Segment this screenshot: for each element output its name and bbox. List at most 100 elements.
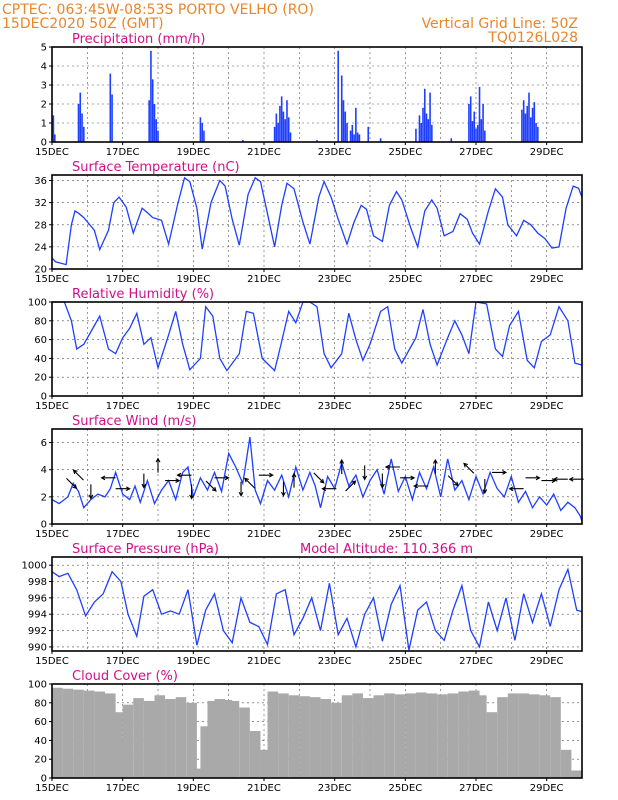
- x-tick-label: 15DEC: [35, 147, 69, 158]
- precip-bar: [344, 111, 347, 142]
- y-tick-label: 20: [34, 755, 47, 766]
- cloud-bar: [122, 704, 134, 778]
- x-tick-label: 17DEC: [106, 274, 140, 285]
- panel-cloud: Cloud Cover (%) 0 20 40 60 80 100 15DEC 17DEC 19D…: [28, 669, 583, 794]
- panel-humidity: Relative Humidity (%) 0 20 40 60 80 100 15DEC 17…: [28, 287, 583, 412]
- x-tick-label: 17DEC: [106, 147, 140, 158]
- cloud-bar: [384, 693, 395, 778]
- precip-bar: [429, 92, 431, 142]
- precip-bar: [242, 140, 244, 142]
- cloud-bar: [415, 692, 427, 778]
- cloud-bar: [207, 700, 219, 778]
- precip-bar: [423, 88, 426, 142]
- x-tick-label: 21DEC: [247, 274, 281, 285]
- x-tick-label: 29DEC: [530, 656, 564, 667]
- cloud-bar: [550, 697, 561, 778]
- wind-arrow: [508, 486, 524, 492]
- x-tick-label: 25DEC: [388, 529, 422, 540]
- cloud-bar: [539, 695, 551, 778]
- x-tick-label: 25DEC: [388, 656, 422, 667]
- x-tick-label: 17DEC: [106, 401, 140, 412]
- x-tick-label: 27DEC: [459, 401, 493, 412]
- y-tick-label: 20: [34, 265, 47, 276]
- series-line: [51, 176, 583, 266]
- x-tick-label: 19DEC: [176, 529, 210, 540]
- cloud-bar: [518, 693, 529, 778]
- x-tick-label: 27DEC: [459, 147, 493, 158]
- precip-bar: [199, 117, 202, 142]
- cloud-bar: [447, 693, 459, 778]
- cloud-bar: [373, 695, 385, 778]
- precip-bar: [478, 86, 481, 142]
- y-tick-label: 20: [34, 373, 47, 384]
- x-tick-label: 25DEC: [388, 274, 422, 285]
- wind-arrow: [165, 478, 181, 483]
- y-tick-label: 1: [41, 119, 47, 130]
- precip-bar: [535, 123, 537, 142]
- precip-bar: [337, 50, 339, 142]
- cloud-bar: [94, 691, 105, 778]
- precip-bar: [473, 111, 476, 142]
- x-tick-label: 21DEC: [247, 529, 281, 540]
- cloud-bar: [165, 699, 176, 778]
- cloud-bar: [529, 694, 540, 778]
- panel-wind: Surface Wind (m/s) 0 2 4 6 15DEC 17DEC 19DEC 21D…: [35, 414, 584, 540]
- x-tick-label: 25DEC: [388, 147, 422, 158]
- x-tick-label: 15DEC: [35, 529, 69, 540]
- precip-bar: [109, 73, 112, 142]
- cloud-bar: [331, 702, 342, 778]
- y-tick-label: 3: [41, 81, 47, 92]
- wind-arrow: [362, 465, 368, 481]
- precip-bar: [356, 132, 359, 142]
- cloud-bar: [352, 693, 363, 778]
- panel-frame: [51, 301, 583, 397]
- panel-frame: [51, 46, 583, 143]
- cloud-bar: [458, 691, 469, 778]
- x-tick-label: 25DEC: [388, 401, 422, 412]
- precip-bar: [275, 113, 278, 142]
- y-tick-label: 100: [28, 298, 47, 309]
- precip-bar: [289, 132, 292, 142]
- y-tick-label: 6: [41, 438, 47, 449]
- header-grid-info: Vertical Grid Line: 50Z: [422, 16, 578, 32]
- cloud-bar: [105, 693, 116, 778]
- wind-arrow: [176, 472, 192, 478]
- x-tick-label: 27DEC: [459, 783, 493, 794]
- x-tick-label: 19DEC: [176, 401, 210, 412]
- panel-title: Surface Wind (m/s): [72, 414, 196, 429]
- y-tick-label: 5: [41, 43, 47, 54]
- precip-bar: [287, 117, 290, 142]
- precip-bar: [469, 96, 472, 142]
- cloud-bar: [260, 749, 272, 778]
- precip-bar: [537, 126, 539, 142]
- series-line: [51, 567, 583, 651]
- y-tick-label: 0: [41, 392, 47, 403]
- precip-bar: [81, 113, 83, 142]
- cloud-bar: [497, 697, 508, 778]
- y-tick-label: 994: [28, 610, 47, 621]
- y-tick-label: 32: [34, 198, 47, 209]
- x-tick-label: 19DEC: [176, 783, 210, 794]
- y-tick-label: 4: [41, 465, 47, 476]
- x-tick-label: 19DEC: [176, 274, 210, 285]
- y-tick-label: 40: [34, 736, 47, 747]
- y-tick-label: 992: [28, 626, 47, 637]
- precip-bar: [279, 105, 281, 142]
- wind-arrow: [115, 486, 131, 492]
- precip-bar: [526, 105, 529, 142]
- wind-arrow: [214, 475, 230, 481]
- precip-bar: [475, 128, 477, 142]
- cloud-bar: [133, 698, 144, 778]
- cloud-bar: [143, 700, 155, 778]
- header-station: CPTEC: 063:45W-08:53S PORTO VELHO (RO): [2, 2, 314, 18]
- y-tick-label: 0: [41, 520, 47, 531]
- x-tick-label: 29DEC: [530, 274, 564, 285]
- cloud-bar: [52, 687, 63, 778]
- x-tick-label: 25DEC: [388, 783, 422, 794]
- panel-frame: [51, 683, 583, 779]
- cloud-bar: [83, 690, 95, 778]
- precip-bar: [349, 130, 352, 142]
- cloud-bar: [288, 695, 300, 778]
- y-tick-label: 2: [41, 492, 47, 503]
